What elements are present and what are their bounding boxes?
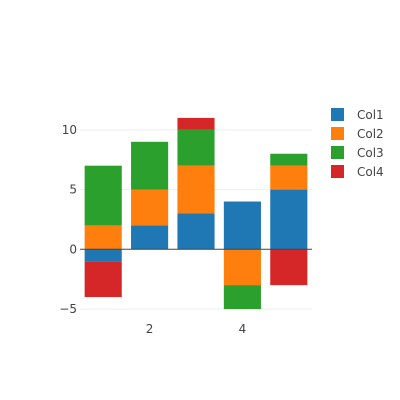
y-tick-label: −5 <box>59 302 77 316</box>
legend-label: Col1 <box>357 108 384 122</box>
bar-col3-x3[interactable] <box>177 129 215 166</box>
legend-swatch <box>331 165 344 178</box>
legend-label: Col2 <box>357 127 384 141</box>
bar-col1-x1[interactable] <box>84 249 122 262</box>
bar-col3-x2[interactable] <box>131 141 169 190</box>
legend-item-col1[interactable]: Col1 <box>331 108 384 122</box>
bar-col1-x5[interactable] <box>270 189 308 250</box>
bar-col2-x5[interactable] <box>270 165 308 190</box>
legend-swatch <box>331 146 344 159</box>
legend-swatch <box>331 108 344 121</box>
legend[interactable]: Col1 Col2 Col3 Col4 <box>331 108 384 179</box>
bar-col4-x5[interactable] <box>270 249 308 286</box>
bar-col2-x4[interactable] <box>223 249 261 286</box>
bar-col1-x4[interactable] <box>223 201 261 250</box>
legend-item-col4[interactable]: Col4 <box>331 165 384 179</box>
legend-swatch <box>331 127 344 140</box>
legend-label: Col3 <box>357 146 384 160</box>
x-tick-label: 2 <box>146 322 154 336</box>
bar-col1-x2[interactable] <box>131 225 169 250</box>
y-tick-label: 0 <box>69 242 77 256</box>
bar-col2-x2[interactable] <box>131 189 169 226</box>
bar-col3-x5[interactable] <box>270 153 308 166</box>
bar-col2-x1[interactable] <box>84 225 122 250</box>
bar-col4-x3[interactable] <box>177 117 215 130</box>
legend-item-col2[interactable]: Col2 <box>331 127 384 141</box>
legend-item-col3[interactable]: Col3 <box>331 146 384 160</box>
x-tick-label: 4 <box>239 322 247 336</box>
bar-col1-x3[interactable] <box>177 213 215 250</box>
y-tick-label: 5 <box>69 183 77 197</box>
bars-layer <box>84 117 308 309</box>
bar-col3-x4[interactable] <box>223 285 261 309</box>
bar-col2-x3[interactable] <box>177 165 215 214</box>
legend-label: Col4 <box>357 165 384 179</box>
bar-col3-x1[interactable] <box>84 165 122 226</box>
y-tick-label: 10 <box>62 123 77 137</box>
y-axis: −5 0 5 10 <box>59 123 77 316</box>
bar-col4-x1[interactable] <box>84 261 122 298</box>
